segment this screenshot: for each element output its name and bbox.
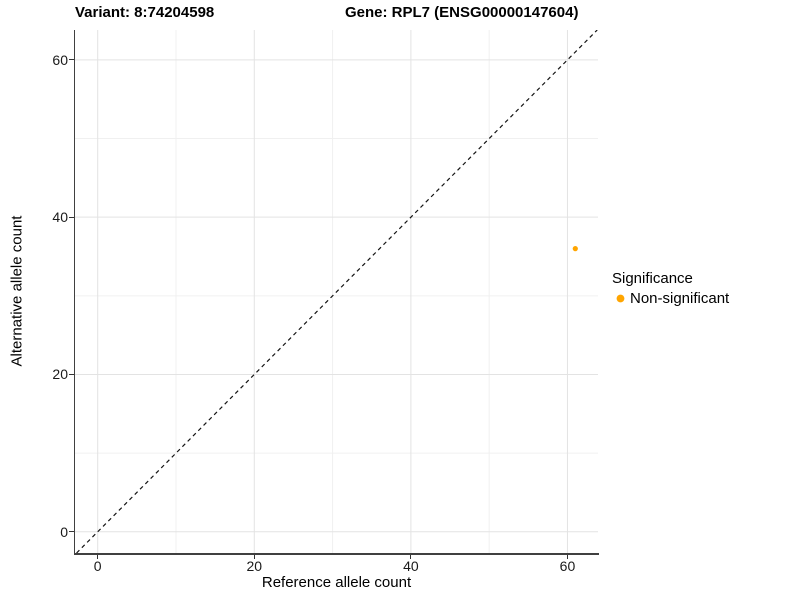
gene-title: Gene: RPL7 (ENSG00000147604) [345,4,579,21]
legend-title: Significance [612,270,693,287]
x-tick-label: 20 [246,558,263,574]
x-axis-title: Reference allele count [261,574,412,591]
y-tick-mark [69,373,74,375]
y-tick-mark [69,59,74,61]
data-point[interactable] [572,246,578,252]
y-axis-title: Alternative allele count [8,215,26,367]
x-tick-mark [410,554,412,559]
x-tick-mark [97,554,99,559]
x-tick-label: 40 [403,558,419,574]
plot-panel [75,30,598,553]
x-tick-label: 60 [559,558,576,574]
legend-item-label: Non-significant [630,290,730,307]
y-tick-mark [69,531,74,533]
x-axis-line [73,553,599,555]
x-tick-mark [566,554,568,559]
y-tick-label: 60 [52,51,68,68]
plot-area-svg [75,30,598,553]
x-tick-label: 0 [93,558,102,574]
legend: Significance Non-significant [612,270,729,307]
y-tick-mark [69,216,74,218]
legend-item-non-significant[interactable]: Non-significant [616,290,729,307]
y-tick-label: 0 [60,523,68,540]
identity-reference-line [76,30,598,553]
variant-title: Variant: 8:74204598 [75,4,215,21]
legend-key-dot-icon [616,294,625,303]
legend-key-circle [616,294,625,303]
x-tick-mark [253,554,255,559]
y-axis-line [73,30,75,555]
y-tick-label: 40 [52,209,68,226]
y-tick-label: 20 [52,366,68,383]
